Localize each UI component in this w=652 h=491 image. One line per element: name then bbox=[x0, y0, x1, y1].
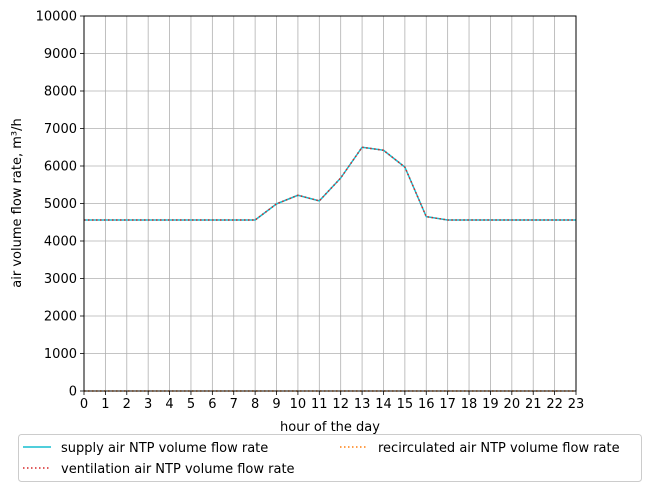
legend-label-supply: supply air NTP volume flow rate bbox=[61, 441, 268, 456]
y-tick-label: 10000 bbox=[36, 10, 77, 25]
x-tick-label: 9 bbox=[272, 397, 280, 412]
y-tick-label: 4000 bbox=[44, 235, 77, 250]
legend-label-recirculated: recirculated air NTP volume flow rate bbox=[378, 441, 620, 456]
x-tick-label: 20 bbox=[504, 397, 521, 412]
x-tick-label: 19 bbox=[482, 397, 499, 412]
x-tick-label: 10 bbox=[290, 397, 307, 412]
supply-air-line bbox=[84, 146, 576, 221]
x-tick-label: 3 bbox=[144, 397, 152, 412]
x-tick-label: 5 bbox=[187, 397, 195, 412]
y-tick-label: 7000 bbox=[44, 122, 77, 137]
x-axis: 0 1 2 3 4 5 6 7 8 9 10 11 12 13 14 15 16 17 18 19 20 21 22 23 bbox=[80, 391, 584, 412]
x-tick-label: 11 bbox=[311, 397, 328, 412]
legend-label-ventilation: ventilation air NTP volume flow rate bbox=[61, 462, 295, 477]
x-tick-label: 4 bbox=[165, 397, 173, 412]
y-tick-label: 2000 bbox=[44, 310, 77, 325]
y-axis-label: air volume flow rate, m³/h bbox=[10, 118, 25, 287]
legend: supply air NTP volume flow rate ventilat… bbox=[18, 434, 642, 482]
x-tick-label: 1 bbox=[101, 397, 109, 412]
x-tick-label: 2 bbox=[123, 397, 131, 412]
x-tick-label: 7 bbox=[230, 397, 238, 412]
y-axis: 0 1000 2000 3000 4000 5000 6000 7000 8000 9000 100… bbox=[36, 10, 84, 400]
x-tick-label: 14 bbox=[375, 397, 392, 412]
x-axis-label: hour of the day bbox=[280, 420, 380, 435]
legend-frame bbox=[18, 434, 642, 482]
y-tick-label: 1000 bbox=[44, 347, 77, 362]
y-tick-label: 6000 bbox=[44, 160, 77, 175]
x-tick-label: 22 bbox=[546, 397, 563, 412]
y-tick-label: 3000 bbox=[44, 272, 77, 287]
x-tick-label: 18 bbox=[461, 397, 478, 412]
y-tick-label: 0 bbox=[69, 385, 77, 400]
x-tick-label: 17 bbox=[439, 397, 456, 412]
y-tick-label: 5000 bbox=[44, 197, 77, 212]
y-tick-label: 8000 bbox=[44, 85, 77, 100]
x-tick-label: 12 bbox=[332, 397, 349, 412]
x-tick-label: 21 bbox=[525, 397, 542, 412]
series-group bbox=[84, 146, 576, 392]
y-tick-label: 9000 bbox=[44, 47, 77, 62]
x-tick-label: 0 bbox=[80, 397, 88, 412]
x-tick-label: 15 bbox=[397, 397, 414, 412]
x-tick-label: 13 bbox=[354, 397, 371, 412]
x-tick-label: 16 bbox=[418, 397, 435, 412]
x-tick-label: 6 bbox=[208, 397, 216, 412]
x-tick-label: 23 bbox=[568, 397, 585, 412]
x-tick-label: 8 bbox=[251, 397, 259, 412]
